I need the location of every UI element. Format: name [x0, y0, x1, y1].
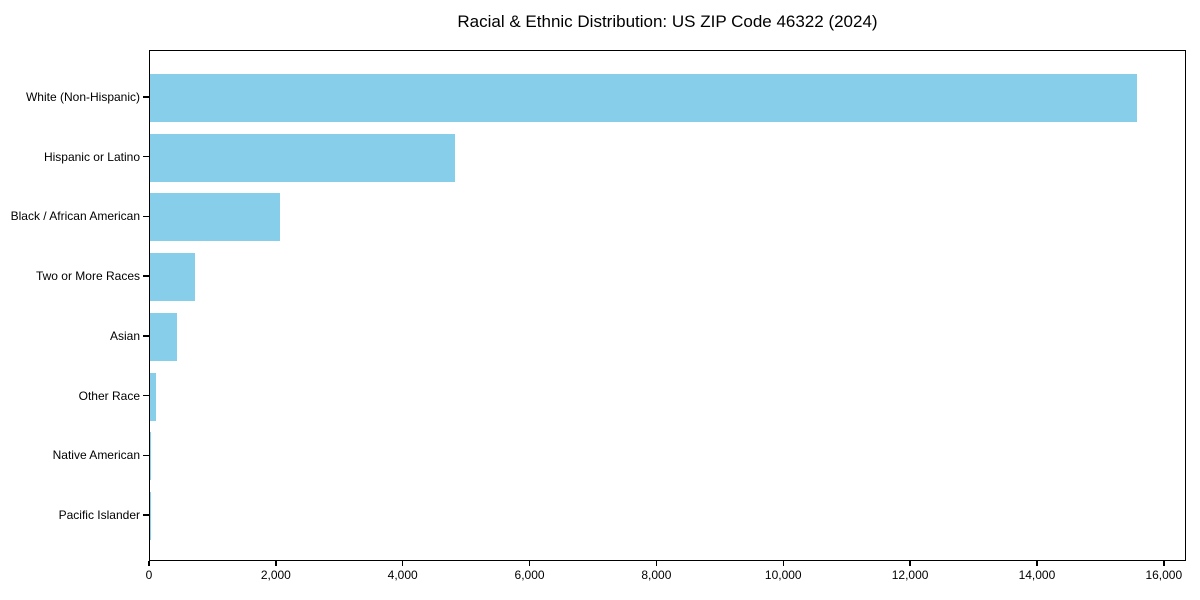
chart-title: Racial & Ethnic Distribution: US ZIP Cod…: [457, 12, 878, 31]
x-tick-mark: [275, 561, 277, 566]
plot-area: [149, 50, 1186, 561]
bar-black-african-american: [150, 193, 281, 242]
x-tick-label: 16,000: [1145, 568, 1183, 582]
bar-other-race: [150, 372, 157, 421]
bar-hispanic-or-latino: [150, 133, 456, 182]
x-tick-mark: [909, 561, 911, 566]
x-tick-label: 14,000: [1018, 568, 1056, 582]
bar-asian: [150, 312, 177, 361]
x-tick-label: 10,000: [764, 568, 802, 582]
y-axis-label-white-non-hispanic: White (Non-Hispanic): [25, 89, 140, 104]
y-tick-mark: [143, 394, 149, 397]
x-tick-mark: [148, 561, 150, 566]
y-axis-label-other-race: Other Race: [78, 388, 140, 403]
x-tick-mark: [401, 561, 404, 566]
x-tick-label: 4,000: [387, 568, 418, 582]
x-tick-label: 2,000: [260, 568, 291, 582]
y-tick-mark: [143, 275, 149, 277]
x-tick-mark: [1163, 561, 1165, 566]
y-axis-label-hispanic-or-latino: Hispanic or Latino: [43, 149, 140, 164]
y-axis-label-black-african-american: Black / African American: [10, 209, 140, 224]
bar-two-or-more-races: [150, 253, 196, 302]
x-tick-label: 8,000: [641, 568, 672, 582]
x-tick-mark: [1036, 561, 1038, 566]
y-tick-mark: [143, 335, 149, 337]
y-tick-mark: [143, 215, 149, 218]
x-tick-mark: [528, 561, 531, 566]
y-axis-label-native-american: Native American: [52, 448, 140, 463]
x-tick-mark: [782, 561, 784, 566]
x-tick-label: 12,000: [891, 568, 929, 582]
y-tick-mark: [143, 454, 149, 457]
x-tick-label: 0: [145, 568, 153, 582]
y-tick-mark: [143, 514, 149, 516]
y-axis-label-pacific-islander: Pacific Islander: [58, 508, 140, 523]
x-tick-mark: [655, 561, 658, 566]
x-tick-label: 6,000: [514, 568, 545, 582]
y-axis-label-two-or-more-races: Two or More Races: [35, 269, 140, 284]
bar-native-american: [150, 432, 151, 481]
bar-white-non-hispanic: [150, 73, 1137, 122]
y-tick-mark: [143, 155, 149, 158]
y-axis-label-asian: Asian: [109, 328, 140, 343]
y-tick-mark: [143, 96, 149, 98]
